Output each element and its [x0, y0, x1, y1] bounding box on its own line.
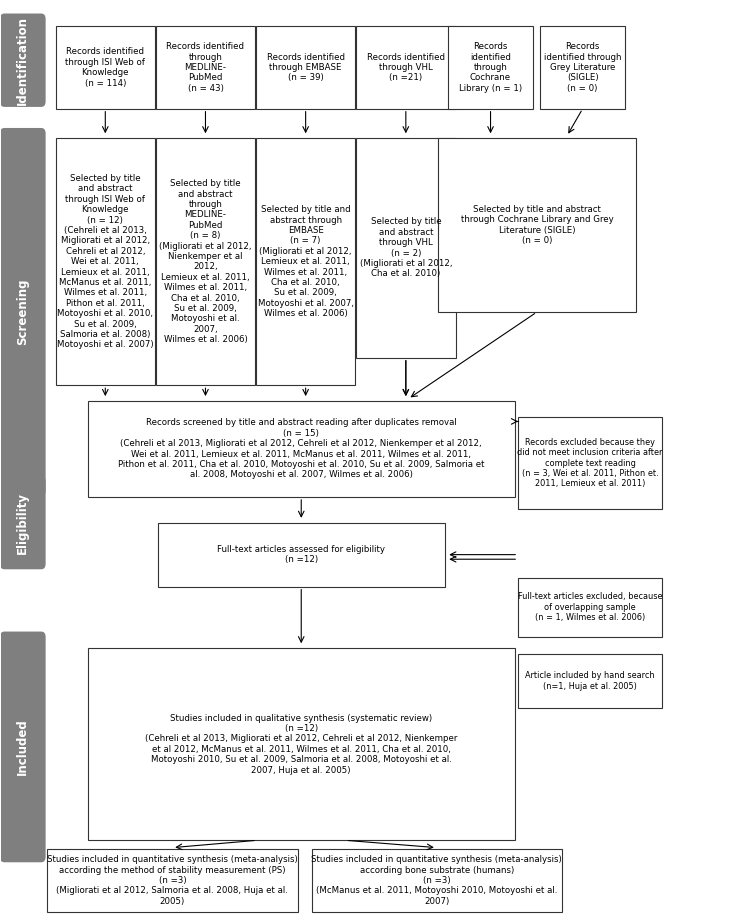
Text: Records identified
through VHL
(n =21): Records identified through VHL (n =21) — [367, 52, 445, 83]
FancyBboxPatch shape — [356, 138, 455, 358]
Text: Studies included in qualitative synthesis (systematic review)
(n =12)
(Cehreli e: Studies included in qualitative synthesi… — [145, 713, 458, 775]
FancyBboxPatch shape — [88, 401, 515, 497]
FancyBboxPatch shape — [311, 849, 562, 911]
Text: Screening: Screening — [16, 279, 30, 346]
Text: Full-text articles assessed for eligibility
(n =12): Full-text articles assessed for eligibil… — [217, 545, 385, 564]
FancyBboxPatch shape — [518, 655, 662, 708]
Text: Studies included in quantitative synthesis (meta-analysis)
according the method : Studies included in quantitative synthes… — [47, 856, 297, 906]
Text: Selected by title and
abstract through
EMBASE
(n = 7)
(Migliorati et al 2012,
Le: Selected by title and abstract through E… — [258, 205, 354, 318]
Text: Included: Included — [16, 719, 30, 775]
FancyBboxPatch shape — [0, 128, 46, 496]
FancyBboxPatch shape — [47, 849, 297, 911]
FancyBboxPatch shape — [518, 578, 662, 637]
Text: Selected by title and abstract
through Cochrane Library and Grey
Literature (SIG: Selected by title and abstract through C… — [461, 204, 613, 245]
Text: Records
identified through
Grey Literature
(SIGLE)
(n = 0): Records identified through Grey Literatu… — [544, 42, 621, 93]
Text: Identification: Identification — [16, 16, 30, 105]
Text: Selected by title
and abstract
through ISI Web of
Knowledge
(n = 12)
(Cehreli et: Selected by title and abstract through I… — [57, 174, 154, 349]
FancyBboxPatch shape — [88, 648, 515, 840]
Text: Eligibility: Eligibility — [16, 492, 30, 554]
FancyBboxPatch shape — [158, 523, 445, 587]
Text: Records identified
through
MEDLINE-
PubMed
(n = 43): Records identified through MEDLINE- PubM… — [167, 42, 244, 93]
FancyBboxPatch shape — [518, 417, 662, 509]
FancyBboxPatch shape — [0, 632, 46, 862]
FancyBboxPatch shape — [156, 27, 255, 109]
FancyBboxPatch shape — [256, 27, 356, 109]
FancyBboxPatch shape — [438, 138, 636, 312]
FancyBboxPatch shape — [356, 27, 455, 109]
FancyBboxPatch shape — [256, 138, 356, 385]
Text: Selected by title
and abstract
through
MEDLINE-
PubMed
(n = 8)
(Migliorati et al: Selected by title and abstract through M… — [159, 179, 252, 344]
FancyBboxPatch shape — [55, 27, 155, 109]
FancyBboxPatch shape — [55, 138, 155, 385]
FancyBboxPatch shape — [448, 27, 533, 109]
Text: Article included by hand search
(n=1, Huja et al. 2005): Article included by hand search (n=1, Hu… — [525, 671, 655, 691]
FancyBboxPatch shape — [0, 476, 46, 569]
Text: Selected by title
and abstract
through VHL
(n = 2)
(Migliorati et al 2012,
Cha e: Selected by title and abstract through V… — [359, 217, 452, 279]
FancyBboxPatch shape — [540, 27, 625, 109]
Text: Studies included in quantitative synthesis (meta-analysis)
according bone substr: Studies included in quantitative synthes… — [311, 856, 562, 906]
Text: Records identified
through EMBASE
(n = 39): Records identified through EMBASE (n = 3… — [266, 52, 345, 83]
Text: Records
identified
through
Cochrane
Library (n = 1): Records identified through Cochrane Libr… — [459, 42, 522, 93]
Text: Records identified
through ISI Web of
Knowledge
(n = 114): Records identified through ISI Web of Kn… — [66, 48, 145, 88]
FancyBboxPatch shape — [0, 14, 46, 107]
FancyBboxPatch shape — [156, 138, 255, 385]
Text: Records screened by title and abstract reading after duplicates removal
(n = 15): Records screened by title and abstract r… — [118, 418, 484, 480]
Text: Full-text articles excluded, because
of overlapping sample
(n = 1, Wilmes et al.: Full-text articles excluded, because of … — [518, 592, 662, 623]
Text: Records excluded because they
did not meet inclusion criteria after
complete tex: Records excluded because they did not me… — [517, 437, 663, 489]
